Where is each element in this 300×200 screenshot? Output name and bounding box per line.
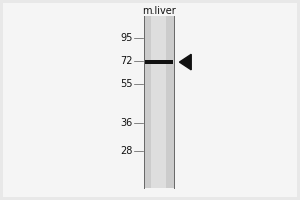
Bar <box>145 60 173 64</box>
Text: m.liver: m.liver <box>142 6 176 16</box>
Text: 36: 36 <box>120 118 132 128</box>
Text: 72: 72 <box>120 56 132 66</box>
Bar <box>144 16 174 188</box>
Bar <box>152 16 166 188</box>
Text: 28: 28 <box>120 146 132 156</box>
Text: 95: 95 <box>120 33 132 43</box>
Text: 55: 55 <box>120 79 132 89</box>
Polygon shape <box>179 54 191 70</box>
